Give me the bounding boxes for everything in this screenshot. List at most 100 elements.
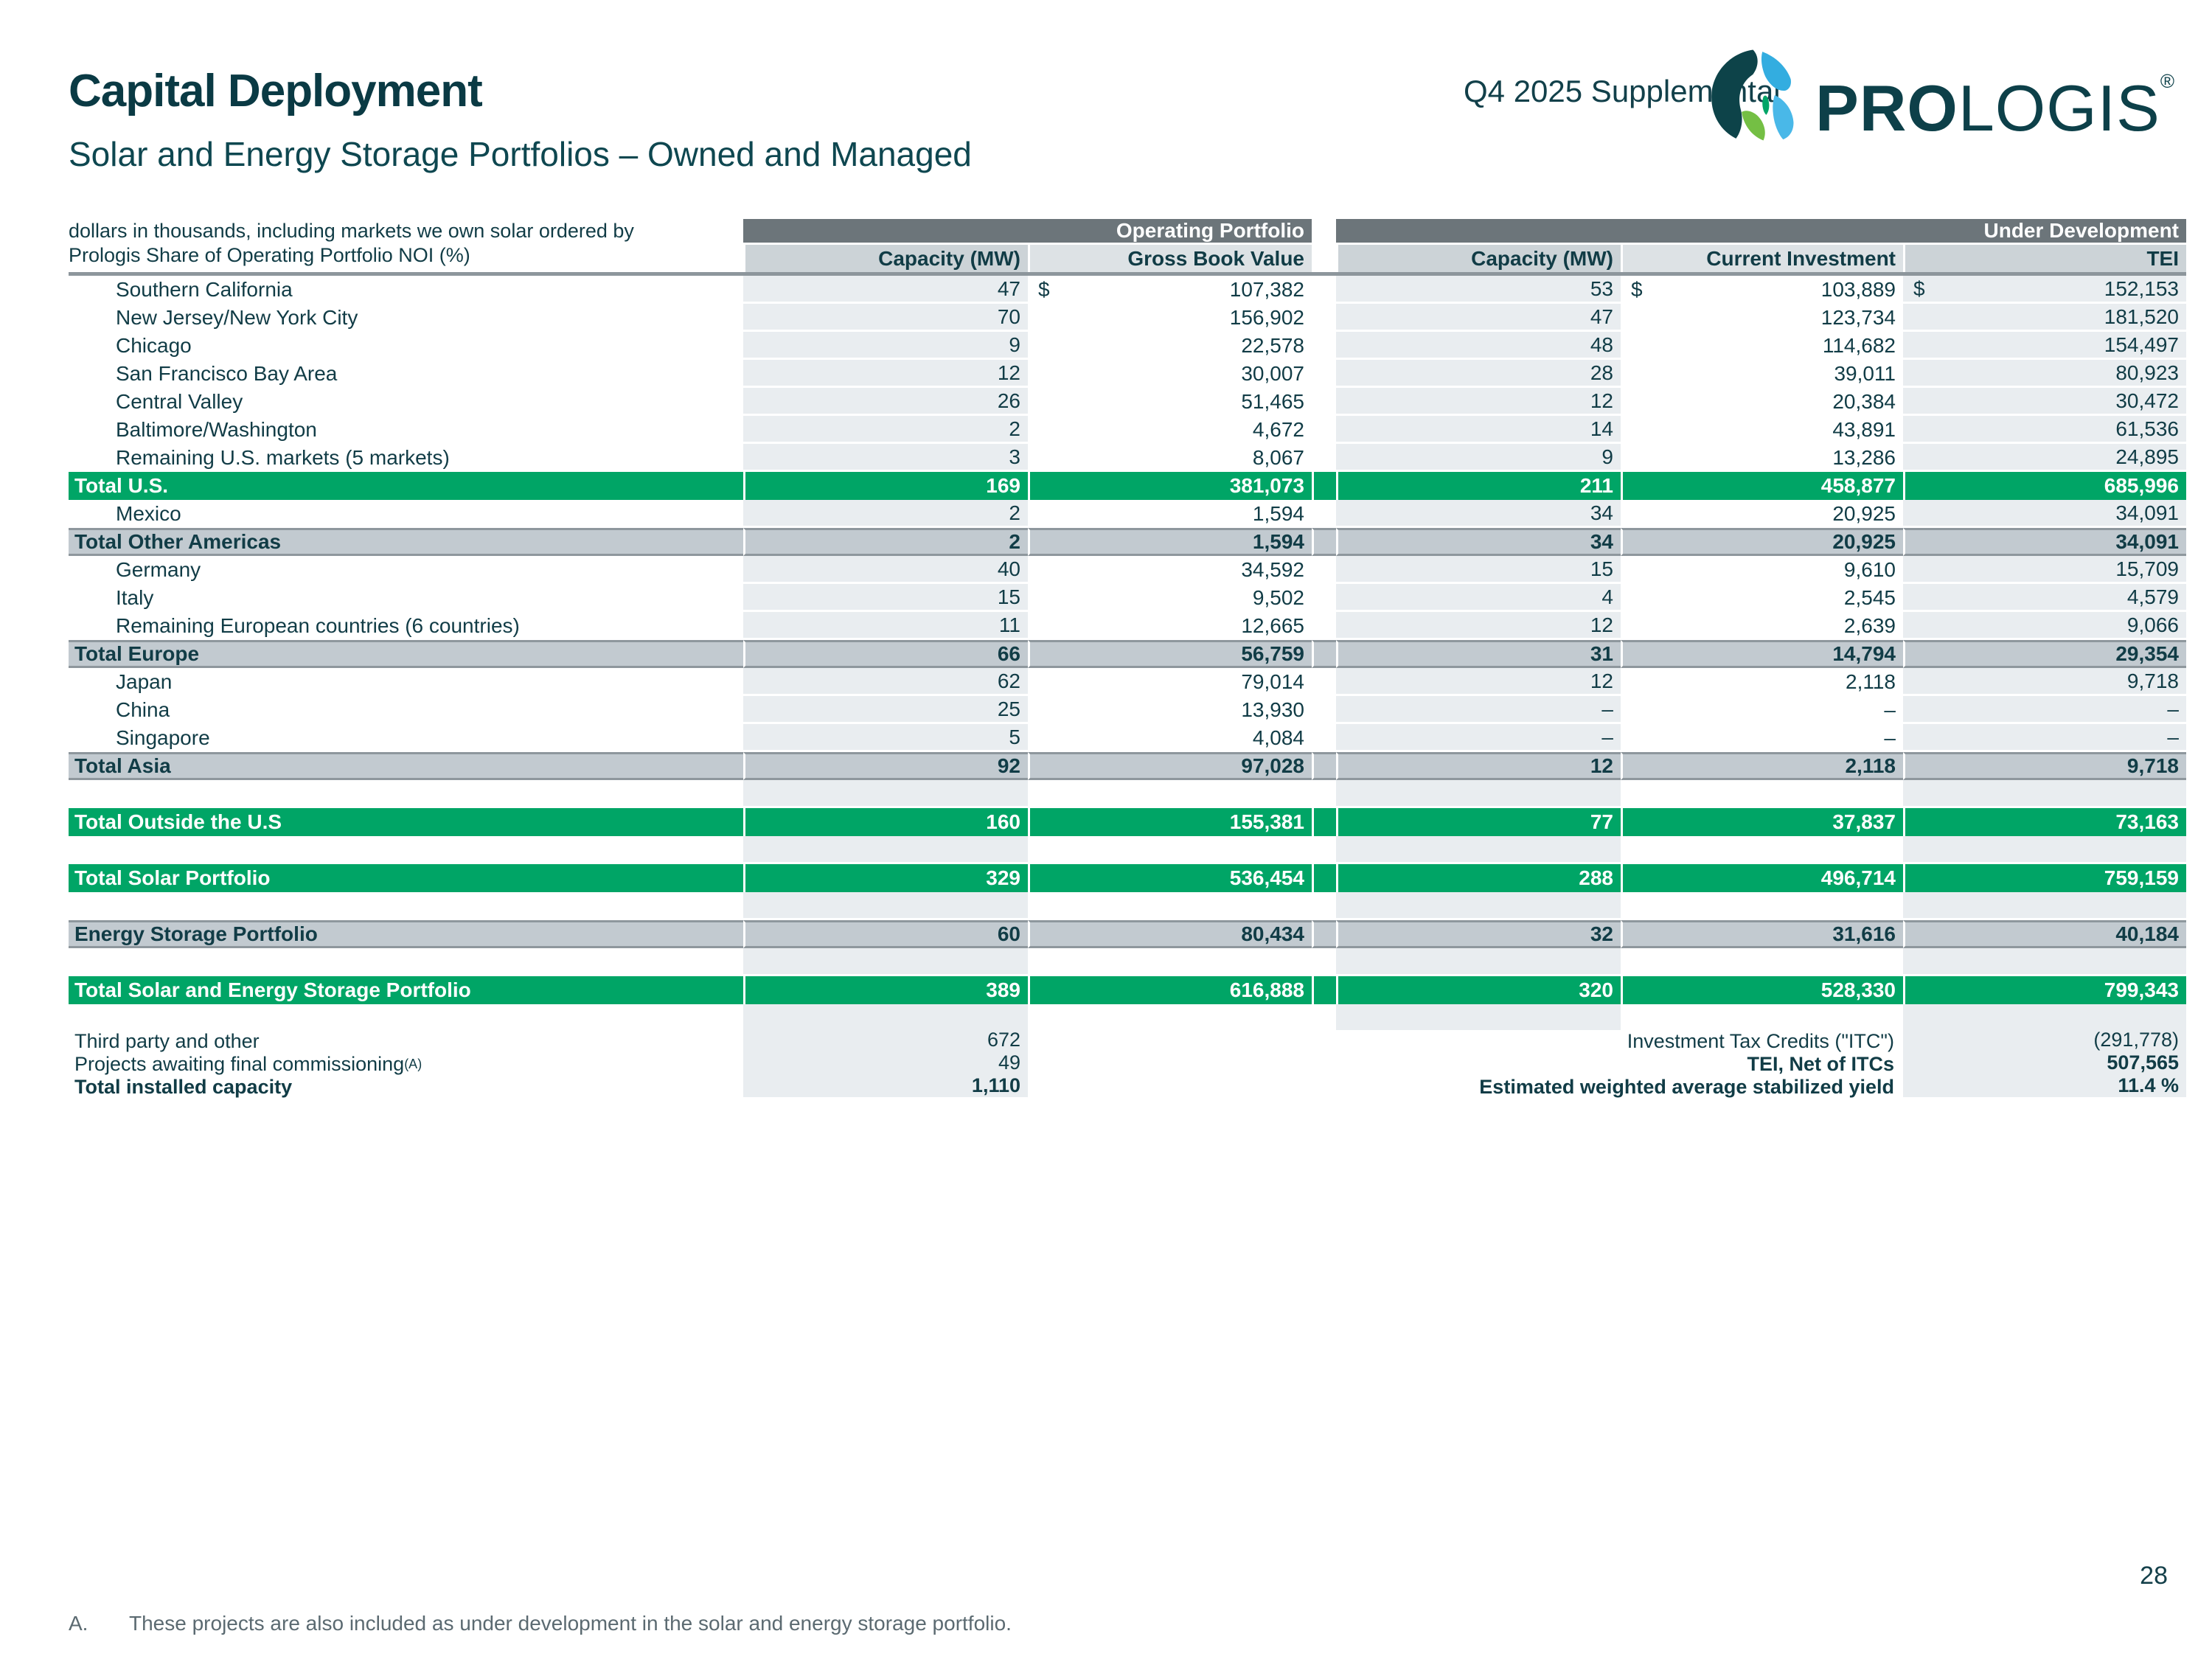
row-label: Southern California xyxy=(116,278,293,301)
row-value: 9 xyxy=(743,332,1028,360)
prologis-logo: PROLOGIS® xyxy=(1708,34,2175,156)
row-value: 77 xyxy=(1336,808,1621,836)
row-value: 15 xyxy=(1336,556,1621,584)
row-value: 160 xyxy=(743,808,1028,836)
row-value: 31,616 xyxy=(1621,920,1903,948)
table-row: Total Asia 92 97,028 12 2,118 9,718 xyxy=(69,752,2186,780)
row-value: 80,923 xyxy=(1903,360,2186,388)
row-value: 40 xyxy=(743,556,1028,584)
footer-right-value: (291,778) xyxy=(1903,1029,2186,1054)
table-row: China 25 13,930– – – xyxy=(69,696,2186,724)
row-value: 70 xyxy=(743,304,1028,332)
row-value: 156,902 xyxy=(1028,304,1312,332)
row-value: 62 xyxy=(743,668,1028,696)
row-value: 9,066 xyxy=(1903,612,2186,640)
spacer-row xyxy=(69,948,2186,976)
row-value: – xyxy=(1621,696,1903,724)
row-value: 31 xyxy=(1336,640,1621,668)
row-label: Total Other Americas xyxy=(69,528,743,556)
row-value: 9 xyxy=(1336,444,1621,472)
col-header-current-investment: Current Investment xyxy=(1621,245,1903,272)
table-row: Baltimore/Washington 2 4,672 14 43,891 61,536 xyxy=(69,416,2186,444)
row-label: Baltimore/Washington xyxy=(116,418,317,441)
row-value: 2,639 xyxy=(1621,612,1903,640)
row-value: 15 xyxy=(743,584,1028,612)
row-label: San Francisco Bay Area xyxy=(116,362,338,385)
row-value: 20,384 xyxy=(1621,388,1903,416)
row-label: Total Solar and Energy Storage Portfolio xyxy=(69,976,743,1004)
row-value: 73,163 xyxy=(1903,808,2186,836)
row-value: 12 xyxy=(1336,612,1621,640)
row-value: 4,672 xyxy=(1028,416,1312,444)
row-label: Mexico xyxy=(116,502,181,525)
row-value: 60 xyxy=(743,920,1028,948)
row-value: 48 xyxy=(1336,332,1621,360)
row-value: 53 xyxy=(1336,276,1621,304)
currency-symbol: $ xyxy=(1038,278,1050,301)
row-value: – xyxy=(1336,724,1621,752)
row-value: 2,545 xyxy=(1621,584,1903,612)
row-label: Central Valley xyxy=(116,390,243,413)
row-value: 30,472 xyxy=(1903,388,2186,416)
prologis-logo-mark xyxy=(1711,49,1794,140)
row-value: 43,891 xyxy=(1621,416,1903,444)
row-value: 2,118 xyxy=(1621,668,1903,696)
footer-left-label: Third party and other xyxy=(74,1029,260,1052)
row-value: 14,794 xyxy=(1621,640,1903,668)
spacer-row xyxy=(69,892,2186,920)
row-value: 26 xyxy=(743,388,1028,416)
row-label: Singapore xyxy=(116,726,210,749)
row-value: $152,153 xyxy=(1903,276,2186,304)
row-value: 22,578 xyxy=(1028,332,1312,360)
row-label: Remaining U.S. markets (5 markets) xyxy=(116,446,450,469)
row-label: Total Solar Portfolio xyxy=(69,864,743,892)
table-body: Southern California 47 $107,382 53 $103,889 $… xyxy=(69,276,2186,1032)
currency-symbol: $ xyxy=(1631,278,1643,301)
page-subtitle: Solar and Energy Storage Portfolios – Ow… xyxy=(69,135,972,173)
table-row: Total Europe 66 56,759 31 14,794 29,354 xyxy=(69,640,2186,668)
row-value: 34,592 xyxy=(1028,556,1312,584)
capital-deployment-table: dollars in thousands, including markets … xyxy=(69,219,2186,1032)
row-value: 1,594 xyxy=(1028,528,1312,556)
row-value: 616,888 xyxy=(1028,976,1312,1004)
row-value: 9,610 xyxy=(1621,556,1903,584)
row-value: 34,091 xyxy=(1903,500,2186,528)
footnote-marker: A. xyxy=(69,1612,88,1635)
row-value: 5 xyxy=(743,724,1028,752)
footer-row: Third party and other 672 Investment Tax C… xyxy=(69,1029,2186,1054)
col-header-tei: TEI xyxy=(1903,245,2186,272)
row-value: 181,520 xyxy=(1903,304,2186,332)
row-value: 92 xyxy=(743,752,1028,780)
row-value: 51,465 xyxy=(1028,388,1312,416)
currency-symbol: $ xyxy=(1913,276,1925,300)
table-row: Total U.S. 169 381,073 211 458,877 685,996 xyxy=(69,472,2186,500)
table-row: Italy 15 9,502 4 2,545 4,579 xyxy=(69,584,2186,612)
table-row: Total Outside the U.S 160 155,381 77 37,837 7… xyxy=(69,808,2186,836)
footer-left-label: Projects awaiting final commissioning (A) xyxy=(74,1052,422,1075)
row-value: 12 xyxy=(1336,752,1621,780)
row-value: 381,073 xyxy=(1028,472,1312,500)
footer-row: Total installed capacity 1,110 Estimated w… xyxy=(69,1074,2186,1099)
row-value: 4,579 xyxy=(1903,584,2186,612)
table-note: dollars in thousands, including markets … xyxy=(69,220,634,266)
row-value: 123,734 xyxy=(1621,304,1903,332)
footer-right-value: 11.4 % xyxy=(1903,1074,2186,1099)
footer-right-label: Estimated weighted average stabilized yi… xyxy=(1479,1075,1894,1098)
row-value: 2,118 xyxy=(1621,752,1903,780)
row-value: 2 xyxy=(743,500,1028,528)
row-value: 458,877 xyxy=(1621,472,1903,500)
registered-mark: ® xyxy=(2160,70,2175,92)
group-header-under-development: Under Development xyxy=(1336,219,2186,243)
table-row: Total Other Americas 2 1,594 34 20,925 34,091 xyxy=(69,528,2186,556)
row-value: 13,286 xyxy=(1621,444,1903,472)
row-value: 13,930 xyxy=(1028,696,1312,724)
row-value: 47 xyxy=(743,276,1028,304)
row-value: 34 xyxy=(1336,500,1621,528)
page-title: Capital Deployment xyxy=(69,66,483,116)
row-label: Total Asia xyxy=(69,752,743,780)
row-value: 155,381 xyxy=(1028,808,1312,836)
row-value: 329 xyxy=(743,864,1028,892)
page-number: 28 xyxy=(2140,1562,2168,1590)
row-value: 80,434 xyxy=(1028,920,1312,948)
footer-right-label: Investment Tax Credits ("ITC") xyxy=(1627,1029,1894,1052)
